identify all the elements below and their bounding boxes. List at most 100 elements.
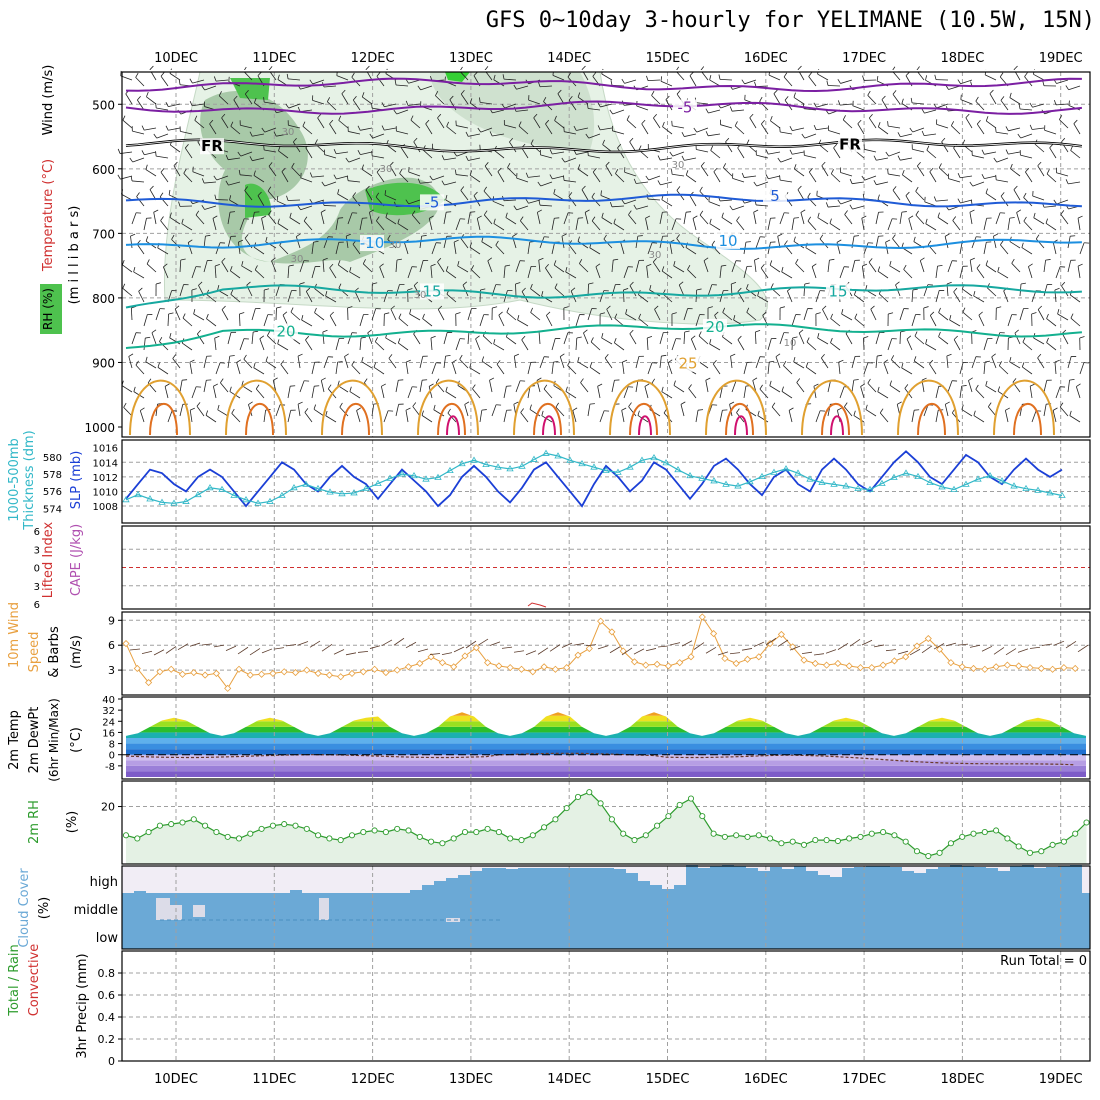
- cloud-high-bar: [794, 866, 806, 893]
- wind-barb: [421, 235, 427, 237]
- wind-speed-marker: [845, 662, 853, 670]
- wind-barb: [268, 214, 277, 225]
- wind-barb: [837, 407, 843, 411]
- wind-barb: [993, 236, 997, 249]
- thickness-marker: [974, 475, 982, 482]
- wind-barb: [606, 309, 613, 321]
- wind-barb: [700, 162, 705, 167]
- wind-barb: [372, 155, 385, 159]
- wind-barb: [1059, 115, 1063, 120]
- wind-barb: [444, 76, 446, 82]
- x-tick-label-top: 15DEC: [646, 51, 690, 66]
- wind-barb: [359, 314, 364, 327]
- wind-barb: [600, 127, 613, 131]
- rh2m-marker: [733, 832, 740, 839]
- thickness-marker: [1046, 489, 1054, 496]
- rh2m-marker: [902, 838, 909, 845]
- wind-barb: [483, 214, 493, 225]
- temp-color-band: [126, 760, 1086, 766]
- wind-barb: [710, 145, 714, 151]
- wind-barb: [1000, 192, 1005, 197]
- wind-barb: [937, 264, 943, 267]
- wind-barb: [783, 361, 787, 366]
- wind-barb: [1070, 145, 1073, 151]
- wind-barb: [611, 380, 615, 393]
- wind-barb: [145, 169, 157, 177]
- wind-barb: [588, 155, 601, 159]
- wind-barb: [769, 385, 781, 393]
- wind-barb: [828, 205, 841, 208]
- wind-barb: [983, 338, 988, 351]
- wind-barb: [333, 149, 337, 154]
- wind-speed-marker: [947, 659, 955, 667]
- wind-barb: [957, 643, 969, 646]
- wind-barb: [647, 242, 653, 255]
- wind-barb: [1065, 640, 1077, 649]
- wind-barb: [844, 402, 848, 407]
- wind-barb: [311, 386, 315, 399]
- wind-barb: [329, 267, 337, 279]
- wind-barb: [901, 362, 904, 369]
- wind-barb: [921, 108, 925, 114]
- wind-barb: [1011, 258, 1015, 264]
- lifted-index-trace: [527, 602, 547, 608]
- wind-barb: [999, 72, 1004, 78]
- wind-barb: [536, 377, 542, 381]
- wind-barb: [375, 192, 380, 198]
- wind-barb: [563, 175, 565, 181]
- wind-barb: [1025, 171, 1033, 183]
- wind-barb: [301, 315, 304, 321]
- wind-barb: [867, 95, 877, 105]
- rh2m-marker: [970, 830, 977, 837]
- thickness-marker: [794, 469, 802, 476]
- wind-barb: [722, 336, 733, 345]
- wind-barb: [638, 318, 649, 327]
- wind-barb: [983, 218, 988, 231]
- wind-barb: [323, 356, 329, 369]
- wind-barb: [659, 212, 663, 225]
- wind-barb: [710, 150, 721, 159]
- wind-barb: [238, 239, 244, 243]
- wind-barb: [264, 288, 270, 291]
- wind-barb: [228, 181, 241, 186]
- cloud-high-bar: [446, 878, 458, 893]
- wind-barb: [743, 266, 748, 279]
- wind-barb: [243, 354, 247, 360]
- isotherm-line: [125, 193, 1082, 208]
- wind-barb: [117, 174, 121, 180]
- wind-barb: [743, 386, 747, 399]
- wind-barb: [221, 305, 226, 310]
- wind-barb: [698, 331, 702, 337]
- wind-barb: [801, 651, 813, 655]
- wind-barb: [257, 191, 262, 196]
- wind-barb: [421, 415, 433, 423]
- wind-barb: [389, 165, 397, 177]
- axis-label-cloud-units: (%): [37, 897, 52, 920]
- wind-barb: [191, 386, 197, 399]
- wind-barb: [139, 410, 145, 423]
- wind-barb: [384, 194, 397, 201]
- wind-barb: [251, 332, 254, 345]
- wind-barb: [624, 199, 637, 205]
- axis-label-rh-units: (%): [65, 811, 80, 834]
- wind-barb: [249, 156, 253, 161]
- wind-barb: [132, 180, 145, 183]
- wind-barb: [428, 383, 434, 387]
- wind-barb: [141, 150, 145, 155]
- wind-barb: [570, 287, 576, 292]
- thickness-marker: [530, 455, 538, 462]
- thickness-marker: [578, 459, 586, 467]
- wind-barb: [753, 181, 758, 187]
- wind-barb: [699, 186, 703, 192]
- wind-barb: [1065, 179, 1069, 185]
- isotherm-label-bg: [360, 235, 384, 252]
- wind-barb: [911, 290, 914, 303]
- wind-barb: [671, 312, 677, 315]
- wind-barb: [861, 639, 873, 646]
- wind-barb: [239, 312, 245, 315]
- wind-barb: [1019, 308, 1024, 321]
- wind-barb: [398, 317, 409, 327]
- wind-barb: [761, 119, 765, 125]
- wind-barb: [743, 362, 748, 375]
- wind-barb: [121, 193, 133, 201]
